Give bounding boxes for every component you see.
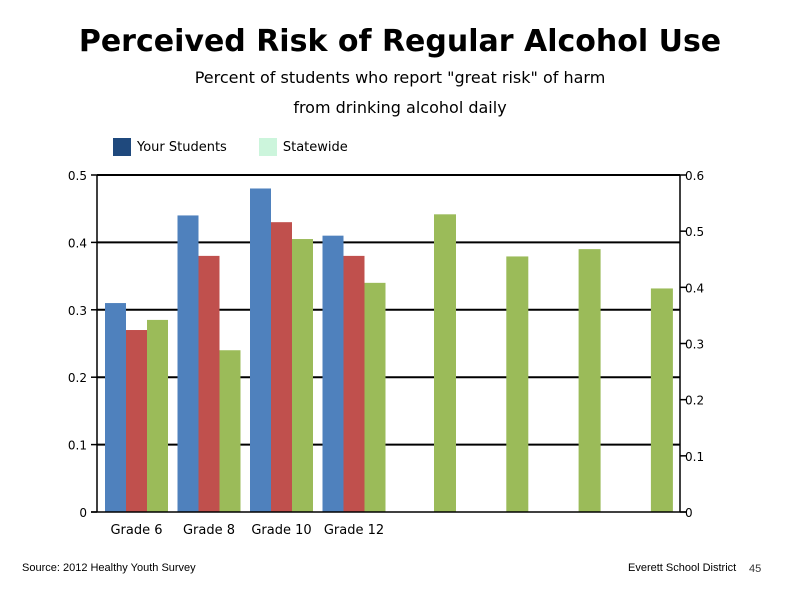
page-number: 45 bbox=[749, 563, 762, 575]
bar-series2-grade-10 bbox=[271, 222, 292, 512]
bar-series1-grade-12 bbox=[322, 235, 344, 512]
y-left-tick-label: 0 bbox=[79, 506, 87, 520]
chart-subtitle-line-2: from drinking alcohol daily bbox=[293, 98, 507, 117]
legend-swatch-statewide bbox=[258, 138, 277, 156]
bar-right-axis-2 bbox=[506, 256, 529, 512]
bar-right-axis-1 bbox=[434, 214, 456, 513]
bar-series2-grade-8 bbox=[198, 255, 220, 512]
legend-swatch-your-students bbox=[113, 138, 131, 156]
legend-label-your-students: Your Students bbox=[137, 139, 227, 155]
x-tick-label: Grade 12 bbox=[324, 523, 384, 538]
legend-item-statewide: Statewide bbox=[258, 138, 348, 156]
bar-chart: Grade 6 Grade 8 Grade 10 Grade 12 0 0.1 0.2 0.3… bbox=[68, 169, 704, 538]
y-left-tick-label: 0.5 bbox=[68, 169, 87, 183]
y-right-tick-label: 0.5 bbox=[685, 225, 704, 239]
chart-legend: Your Students Statewide bbox=[113, 137, 380, 157]
y-right-tick-label: 0.1 bbox=[685, 450, 704, 464]
bar-series3-grade-10 bbox=[292, 239, 313, 512]
bar-right-axis-4 bbox=[650, 288, 673, 512]
bar-series2-grade-6 bbox=[126, 330, 147, 512]
bar-series1-grade-8 bbox=[177, 215, 199, 512]
legend-label-statewide: Statewide bbox=[282, 139, 348, 155]
legend-item-your-students: Your Students bbox=[113, 138, 227, 156]
y-right-tick-label: 0.4 bbox=[685, 281, 704, 295]
district-name: Everett School District bbox=[628, 562, 737, 574]
bar-series3-grade-8 bbox=[219, 350, 241, 512]
y-left-tick-label: 0.3 bbox=[68, 304, 87, 318]
y-right-tick-label: 0.2 bbox=[685, 394, 704, 408]
bar-series3-grade-12 bbox=[364, 282, 386, 512]
y-right-tick-label: 0 bbox=[685, 506, 693, 520]
chart-title: Perceived Risk of Regular Alcohol Use bbox=[78, 24, 722, 59]
y-left-tick-label: 0.4 bbox=[68, 236, 87, 250]
chart-subtitle-line-1: Percent of students who report "great ri… bbox=[194, 68, 606, 87]
x-tick-label: Grade 6 bbox=[110, 523, 162, 538]
y-left-tick-label: 0.1 bbox=[68, 439, 87, 453]
y-right-tick-label: 0.6 bbox=[685, 169, 704, 183]
x-tick-label: Grade 10 bbox=[251, 523, 311, 538]
y-left-tick-label: 0.2 bbox=[68, 371, 87, 385]
bar-series1-grade-10 bbox=[250, 188, 271, 513]
bar-series1-grade-6 bbox=[105, 303, 126, 512]
bar-series2-grade-12 bbox=[343, 255, 365, 512]
bar-series3-grade-6 bbox=[147, 319, 168, 512]
source-note: Source: 2012 Healthy Youth Survey bbox=[22, 562, 196, 574]
bar-right-axis-3 bbox=[578, 249, 601, 512]
y-right-tick-label: 0.3 bbox=[685, 338, 704, 352]
x-tick-label: Grade 8 bbox=[183, 523, 235, 538]
